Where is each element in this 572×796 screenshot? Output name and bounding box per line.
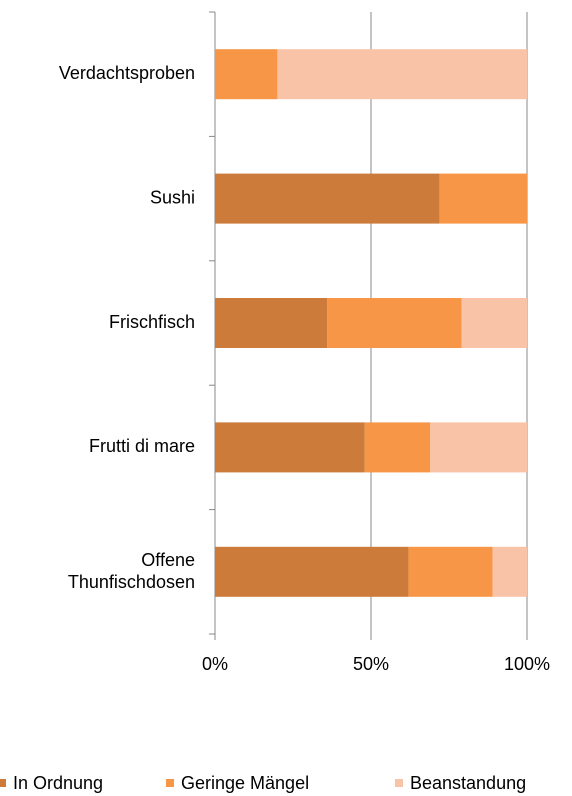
legend-marker — [166, 779, 174, 787]
x-tick-label: 50% — [353, 654, 389, 674]
x-tick-label: 0% — [202, 654, 228, 674]
bar-segment — [277, 49, 527, 100]
bar-segment — [215, 173, 440, 224]
bar-segment — [439, 173, 527, 224]
bar-segment — [215, 298, 328, 348]
x-tick-label: 100% — [504, 654, 550, 674]
bar-segment — [215, 546, 409, 597]
y-tick-label: Sushi — [150, 187, 195, 207]
y-tick-label: Frischfisch — [109, 312, 195, 332]
bar-segment — [215, 49, 278, 100]
legend-marker — [0, 779, 6, 787]
bar-segment — [408, 546, 493, 597]
bar-segment — [215, 422, 365, 473]
bar-segment — [364, 422, 431, 473]
bar-segment — [492, 546, 527, 597]
y-tick-label: Offene Thunfischdosen — [68, 550, 195, 592]
y-tick-label: Verdachtsproben — [59, 63, 195, 83]
bar-segment — [430, 422, 527, 473]
bar-segment — [327, 298, 462, 348]
y-tick-label: Frutti di mare — [89, 436, 195, 456]
bar-segment — [461, 298, 527, 348]
legend-label: Geringe Mängel — [181, 773, 309, 793]
legend-marker — [395, 779, 403, 787]
legend-label: Beanstandung — [410, 773, 526, 793]
legend-label: In Ordnung — [13, 773, 103, 793]
